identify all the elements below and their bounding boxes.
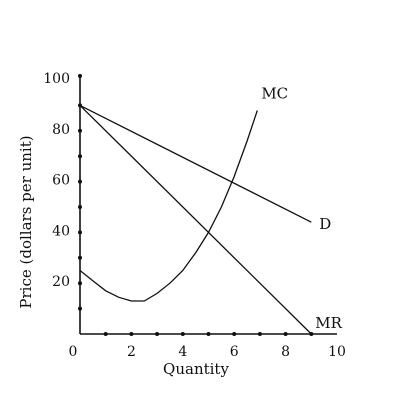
y-axis-dot (78, 179, 82, 184)
x-tick-label: 0 (69, 344, 78, 360)
x-axis-dot (257, 332, 262, 336)
x-tick-label: 8 (281, 344, 290, 360)
x-axis-dot (103, 332, 108, 336)
x-axis-dot (283, 332, 288, 336)
y-axis-title: Price (dollars per unit) (17, 135, 35, 308)
x-axis-dot (155, 332, 160, 336)
x-tick-label: 2 (127, 344, 136, 360)
y-axis-top-dot (78, 74, 82, 78)
curves (79, 104, 312, 335)
series-d-label: D (319, 215, 331, 233)
y-tick-label: 100 (43, 71, 70, 87)
tick-labels: 0 2 4 6 8 10 20 40 60 80 100 (43, 71, 346, 360)
y-tick-label: 60 (52, 173, 70, 189)
y-axis-dot (78, 154, 82, 159)
y-tick-label: 40 (52, 223, 70, 239)
y-axis-dot (78, 230, 82, 235)
y-tick-label: 20 (52, 274, 70, 290)
series-mr-line (79, 104, 312, 335)
x-tick-label: 6 (230, 344, 239, 360)
y-axis-dot (78, 128, 82, 133)
y-axis-dot (78, 281, 82, 286)
axes (79, 74, 337, 335)
series-mc-label: MC (261, 84, 288, 102)
x-tick-label: 4 (178, 344, 187, 360)
x-axis-dot (206, 332, 211, 336)
curve-labels: D MR MC (261, 84, 342, 332)
x-axis-dot (129, 332, 134, 336)
series-mr-label: MR (315, 314, 342, 332)
series-mc-line (79, 110, 258, 302)
x-axis-dot (232, 332, 237, 336)
y-axis-dot (78, 306, 82, 311)
y-axis-dot (78, 255, 82, 260)
y-axis-dot (78, 205, 82, 209)
axis-dots (78, 74, 314, 336)
y-tick-label: 80 (52, 122, 70, 138)
series-d-line (79, 104, 312, 223)
x-axis-title: Quantity (163, 360, 229, 378)
x-axis-dot (180, 332, 185, 336)
x-tick-label: 10 (328, 344, 346, 360)
